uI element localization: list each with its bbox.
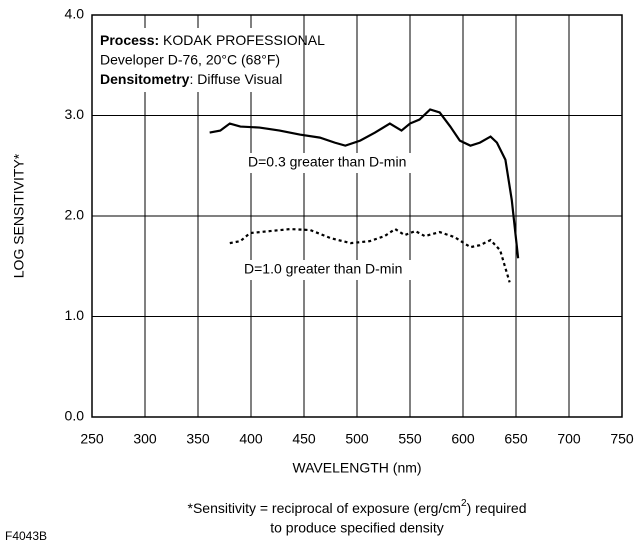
x-tick-label: 750 — [610, 431, 634, 447]
figure-code: F4043B — [5, 529, 47, 543]
footnote: to produce specified density — [270, 520, 444, 536]
annotation-bold: Process: — [100, 32, 159, 48]
x-tick-label: 550 — [398, 431, 422, 447]
series-label: D=1.0 greater than D-min — [244, 261, 402, 277]
x-tick-label: 500 — [345, 431, 369, 447]
x-tick-label: 600 — [451, 431, 475, 447]
series-label-bg — [242, 260, 456, 280]
x-tick-label: 650 — [504, 431, 528, 447]
y-tick-label: 4.0 — [65, 6, 85, 22]
annotation-box — [96, 28, 282, 92]
y-axis-title: LOG SENSITIVITY* — [11, 153, 27, 278]
series-label: D=0.3 greater than D-min — [248, 154, 406, 170]
y-tick-label: 1.0 — [65, 307, 85, 323]
x-tick-label: 400 — [239, 431, 263, 447]
annotation-line: Densitometry: Diffuse Visual — [100, 71, 282, 87]
y-tick-label: 0.0 — [65, 408, 85, 424]
x-tick-label: 250 — [80, 431, 104, 447]
series-label-bg — [246, 153, 460, 173]
x-tick-label: 300 — [133, 431, 157, 447]
annotation-text: : Diffuse Visual — [189, 71, 282, 87]
annotation-line: Developer D-76, 20°C (68°F) — [100, 52, 280, 68]
series-line — [229, 227, 511, 283]
series-line — [209, 108, 520, 259]
x-tick-label: 450 — [292, 431, 316, 447]
x-tick-label: 700 — [557, 431, 581, 447]
annotation-line: Process: KODAK PROFESSIONAL — [100, 32, 325, 48]
annotation-bold: Densitometry — [100, 71, 190, 87]
footnote-text: *Sensitivity = reciprocal of exposure (e… — [188, 500, 462, 516]
footnote-text: ) required — [467, 500, 527, 516]
x-tick-label: 350 — [186, 431, 210, 447]
y-tick-label: 3.0 — [65, 106, 85, 122]
footnote-sup: 2 — [461, 498, 467, 509]
x-axis-title: WAVELENGTH (nm) — [292, 460, 421, 476]
plot-frame — [91, 14, 623, 418]
y-tick-label: 2.0 — [65, 207, 85, 223]
annotation-text: KODAK PROFESSIONAL — [159, 32, 325, 48]
footnote: *Sensitivity = reciprocal of exposure (e… — [188, 498, 527, 516]
